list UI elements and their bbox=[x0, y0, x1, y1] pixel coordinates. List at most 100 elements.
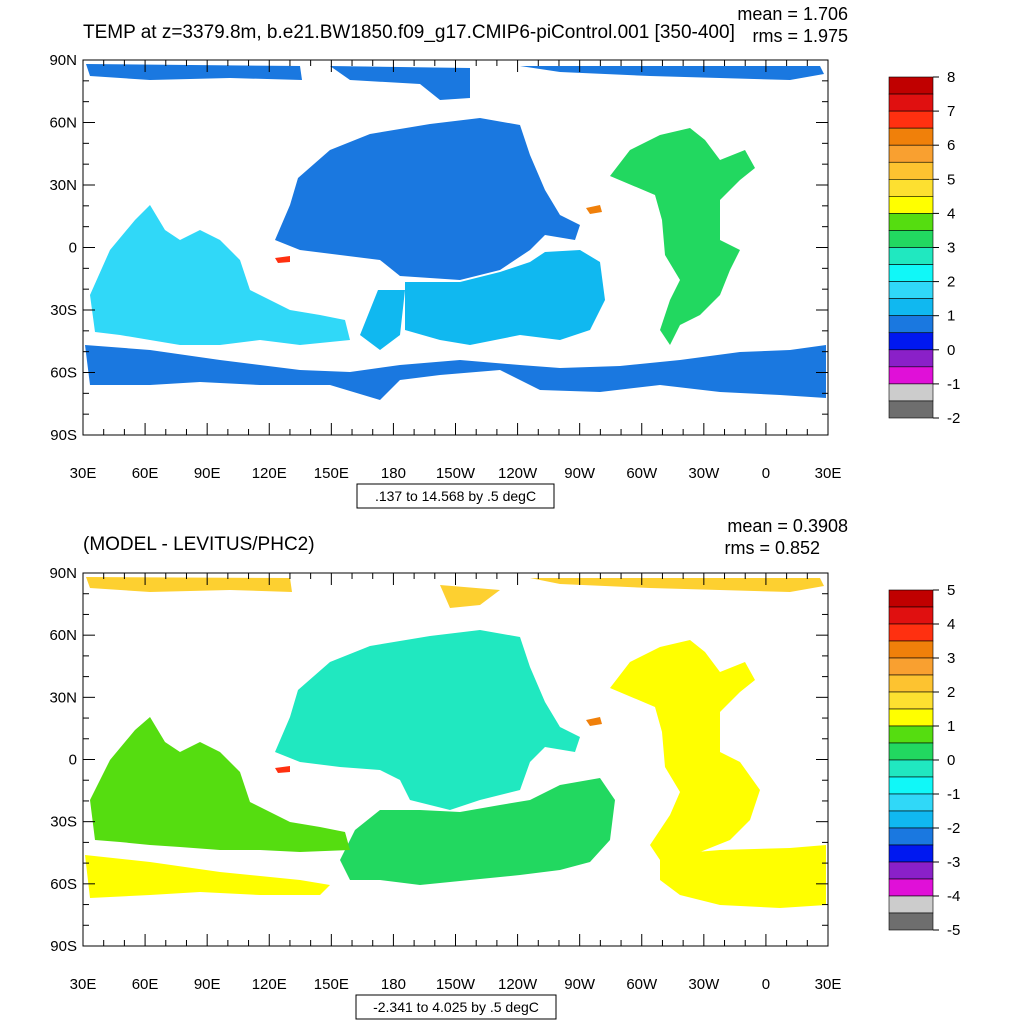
region-red-spot bbox=[275, 766, 290, 773]
region-pacific-south bbox=[340, 778, 615, 885]
y-tick-label: 60S bbox=[50, 365, 77, 382]
colorbar-label: -2 bbox=[947, 820, 960, 837]
colorbar-label: 1 bbox=[947, 308, 955, 325]
region-north-pacific bbox=[275, 118, 580, 280]
colorbar-label: 3 bbox=[947, 240, 955, 257]
colorbar-label: 2 bbox=[947, 274, 955, 291]
colorbar-swatch bbox=[888, 264, 934, 282]
colorbar-swatch bbox=[888, 912, 934, 931]
region-orange-spot bbox=[586, 717, 602, 726]
y-tick-label: 90N bbox=[49, 565, 77, 582]
colorbar-swatch bbox=[888, 589, 934, 608]
x-tick-label: 0 bbox=[762, 465, 770, 482]
colorbar-label: 5 bbox=[947, 582, 955, 599]
x-tick-label: 150W bbox=[436, 976, 476, 993]
colorbar-swatch bbox=[888, 213, 934, 231]
colorbar-swatch bbox=[888, 179, 934, 197]
colorbar-swatch bbox=[888, 640, 934, 659]
panel-top: TEMP at z=3379.8m, b.e21.BW1850.f09_g17.… bbox=[49, 4, 960, 509]
region-orange-spot bbox=[586, 205, 602, 214]
colorbar-label: 6 bbox=[947, 137, 955, 154]
x-tick-label: 30E bbox=[70, 976, 97, 993]
colorbar-swatch bbox=[888, 400, 934, 419]
x-tick-label: 30W bbox=[688, 465, 720, 482]
colorbar-label: 7 bbox=[947, 103, 955, 120]
colorbar-swatch bbox=[888, 895, 934, 914]
region-indian-ocean bbox=[90, 205, 350, 345]
panel-top-map bbox=[85, 64, 826, 400]
y-tick-label: 60N bbox=[49, 115, 77, 132]
panel-top-colorbar: 8 7 6 5 4 3 2 1 0 -1 -2 bbox=[888, 69, 960, 427]
panel-top-title: TEMP at z=3379.8m, b.e21.BW1850.f09_g17.… bbox=[83, 22, 735, 43]
colorbar-swatch bbox=[888, 793, 934, 812]
x-tick-label: 30E bbox=[815, 465, 842, 482]
panel-top-range-label: .137 to 14.568 by .5 degC bbox=[375, 488, 536, 504]
panel-top-y-axis: 90N 60N 30N 0 30S 60S 90S bbox=[49, 52, 77, 444]
x-tick-label: 0 bbox=[762, 976, 770, 993]
colorbar-swatch bbox=[888, 827, 934, 846]
colorbar-swatch bbox=[888, 110, 934, 129]
colorbar-swatch bbox=[888, 776, 934, 795]
x-tick-label: 180 bbox=[381, 465, 406, 482]
x-tick-label: 30E bbox=[815, 976, 842, 993]
region-north-pacific bbox=[275, 630, 580, 810]
colorbar-swatch bbox=[888, 623, 934, 642]
x-tick-label: 90E bbox=[194, 465, 221, 482]
colorbar-label: -3 bbox=[947, 854, 960, 871]
colorbar-swatch bbox=[888, 691, 934, 710]
region-arctic bbox=[86, 577, 824, 608]
x-tick-label: 150E bbox=[314, 465, 349, 482]
y-tick-label: 60S bbox=[50, 876, 77, 893]
colorbar-swatch bbox=[888, 76, 934, 95]
colorbar-swatch bbox=[888, 725, 934, 744]
colorbar-swatch bbox=[888, 298, 934, 316]
colorbar-swatch bbox=[888, 861, 934, 880]
colorbar-swatch bbox=[888, 878, 934, 897]
colorbar-label: 3 bbox=[947, 650, 955, 667]
region-pacific-south bbox=[360, 250, 605, 350]
y-tick-label: 90S bbox=[50, 427, 77, 444]
x-tick-label: 60W bbox=[626, 976, 658, 993]
x-tick-label: 150W bbox=[436, 465, 476, 482]
panel-bottom-map bbox=[85, 577, 826, 908]
colorbar-swatch bbox=[888, 332, 934, 351]
colorbar-label: 1 bbox=[947, 718, 955, 735]
colorbar-label: 4 bbox=[947, 205, 955, 222]
colorbar-swatch bbox=[888, 196, 934, 214]
colorbar-swatch bbox=[888, 127, 934, 146]
region-arctic bbox=[86, 64, 824, 100]
colorbar-swatch bbox=[888, 230, 934, 248]
region-southern-ocean bbox=[85, 845, 826, 908]
colorbar-label: -1 bbox=[947, 376, 960, 393]
x-tick-label: 60E bbox=[132, 465, 159, 482]
region-red-spot bbox=[275, 256, 290, 263]
colorbar-swatch bbox=[888, 674, 934, 693]
region-southern-ocean bbox=[85, 345, 826, 400]
x-tick-label: 180 bbox=[381, 976, 406, 993]
x-tick-label: 120W bbox=[498, 465, 538, 482]
y-tick-label: 0 bbox=[69, 752, 77, 769]
colorbar-label: -2 bbox=[947, 410, 960, 427]
colorbar-label: 8 bbox=[947, 69, 955, 86]
colorbar-swatch bbox=[888, 349, 934, 368]
colorbar-swatch bbox=[888, 810, 934, 829]
x-tick-label: 120E bbox=[252, 976, 287, 993]
colorbar-label: -1 bbox=[947, 786, 960, 803]
x-tick-label: 120W bbox=[498, 976, 538, 993]
panel-bottom-x-axis: 30E 60E 90E 120E 150E 180 150W 120W 90W 60W 30W 0 30… bbox=[70, 976, 842, 993]
colorbar-label: -5 bbox=[947, 922, 960, 939]
region-atlantic bbox=[610, 128, 755, 345]
x-tick-label: 150E bbox=[314, 976, 349, 993]
panel-bottom-rms: rms = 0.852 bbox=[724, 538, 820, 558]
y-tick-label: 60N bbox=[49, 627, 77, 644]
x-tick-label: 90E bbox=[194, 976, 221, 993]
panel-bottom-range-label: -2.341 to 4.025 by .5 degC bbox=[373, 999, 539, 1015]
x-tick-label: 60W bbox=[626, 465, 658, 482]
colorbar-label: 2 bbox=[947, 684, 955, 701]
colorbar-swatch bbox=[888, 247, 934, 265]
x-tick-label: 30W bbox=[688, 976, 720, 993]
y-tick-label: 90N bbox=[49, 52, 77, 69]
colorbar-swatch bbox=[888, 657, 934, 676]
panel-bottom: (MODEL - LEVITUS/PHC2) mean = 0.3908 rms… bbox=[49, 516, 960, 1020]
colorbar-swatch bbox=[888, 383, 934, 402]
